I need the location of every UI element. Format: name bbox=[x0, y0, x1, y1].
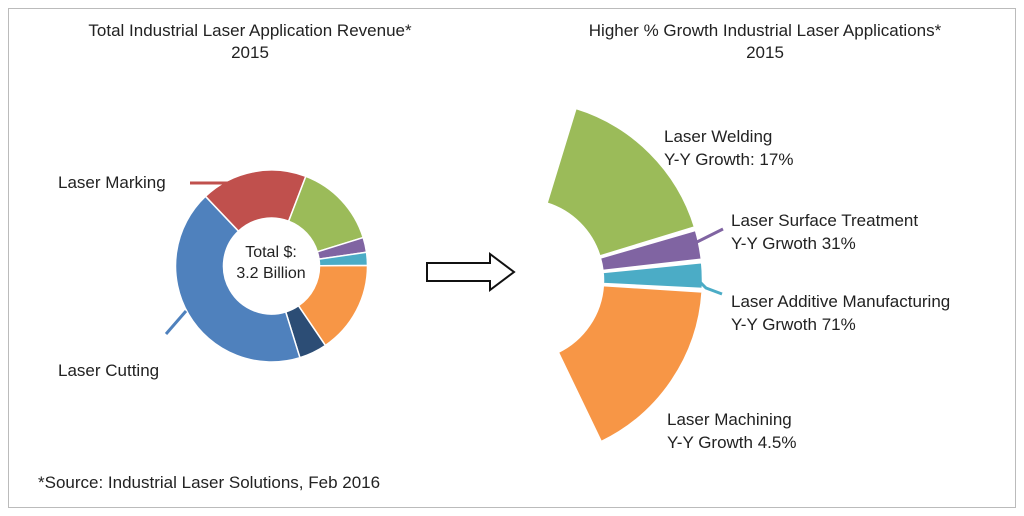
center-label-line1: Total $: bbox=[245, 244, 297, 261]
right-chart-title: Higher % Growth Industrial Laser Applica… bbox=[588, 21, 942, 40]
surface-leader-line bbox=[696, 227, 724, 244]
label-machining-growth: Y-Y Growth 4.5% bbox=[667, 433, 797, 452]
label-machining: Laser Machining bbox=[667, 410, 792, 429]
label-surface-growth: Y-Y Grwoth 31% bbox=[731, 234, 856, 253]
label-welding-growth: Y-Y Growth: 17% bbox=[664, 150, 794, 169]
right-slice-laser-machining bbox=[556, 283, 704, 444]
slice-laser-cutting bbox=[174, 195, 301, 363]
additive-leader-line bbox=[698, 280, 723, 296]
label-welding: Laser Welding bbox=[664, 127, 773, 146]
chart-frame bbox=[8, 8, 1016, 508]
source-note: *Source: Industrial Laser Solutions, Feb… bbox=[38, 473, 381, 492]
label-laser-cutting: Laser Cutting bbox=[58, 361, 160, 380]
label-laser-marking: Laser Marking bbox=[58, 173, 166, 192]
label-surface: Laser Surface Treatment bbox=[731, 211, 919, 230]
label-additive-growth: Y-Y Grwoth 71% bbox=[731, 315, 856, 334]
right-chart-subtitle: 2015 bbox=[746, 43, 784, 62]
cutting-leader-line bbox=[164, 310, 188, 335]
right-arrow-icon bbox=[426, 252, 516, 292]
right-slice-laser-welding bbox=[544, 106, 697, 259]
center-label-line2: 3.2 Billion bbox=[236, 265, 306, 282]
label-additive: Laser Additive Manufacturing bbox=[731, 292, 951, 311]
left-chart-title: Total Industrial Laser Application Reven… bbox=[88, 21, 412, 40]
left-chart-subtitle: 2015 bbox=[231, 43, 269, 62]
